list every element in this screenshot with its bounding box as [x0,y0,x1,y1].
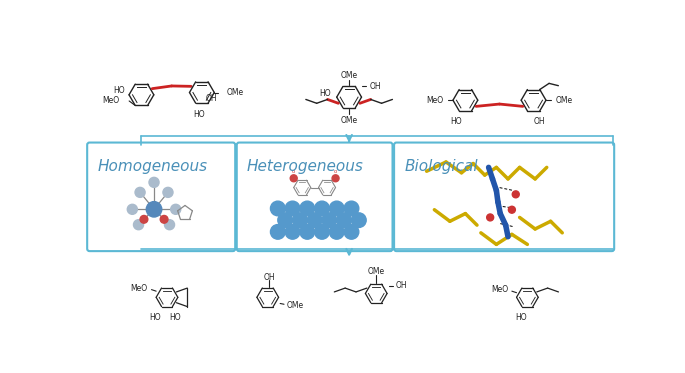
Text: MeO: MeO [103,96,120,105]
Circle shape [140,216,148,223]
Circle shape [512,191,519,198]
Circle shape [332,175,339,182]
Text: HO: HO [169,313,181,322]
Text: o: o [334,169,337,174]
Circle shape [351,213,366,228]
Text: MeO: MeO [131,283,148,292]
Circle shape [147,202,162,217]
Circle shape [134,220,144,230]
Text: Homogeneous: Homogeneous [97,159,208,174]
Circle shape [278,213,292,228]
Text: OMe: OMe [556,96,573,105]
Text: OMe: OMe [368,267,385,276]
Text: OMe: OMe [286,301,303,310]
Circle shape [164,220,175,230]
Text: OH: OH [396,281,408,290]
Text: OMe: OMe [340,116,358,125]
Text: OH: OH [206,94,217,103]
Circle shape [329,201,344,216]
Text: OMe: OMe [340,71,358,80]
Text: Heterogeneous: Heterogeneous [247,159,364,174]
FancyBboxPatch shape [237,142,393,251]
Text: Biological: Biological [404,159,477,174]
Circle shape [344,201,359,216]
Text: OMe: OMe [227,88,244,97]
Text: OH: OH [370,82,382,91]
Circle shape [329,225,344,239]
Text: MeO: MeO [491,285,508,294]
Circle shape [160,216,168,223]
Circle shape [508,206,515,213]
FancyBboxPatch shape [394,142,614,251]
Circle shape [344,225,359,239]
Circle shape [486,214,494,221]
Circle shape [127,204,138,214]
Text: HO: HO [193,110,205,119]
Circle shape [290,175,297,182]
Text: HO: HO [319,89,331,98]
Circle shape [135,187,145,197]
Circle shape [171,204,181,214]
Text: HO: HO [149,313,161,322]
FancyBboxPatch shape [87,142,235,251]
Text: MeO: MeO [427,96,444,105]
Circle shape [337,213,351,228]
Circle shape [314,225,329,239]
Circle shape [149,177,159,187]
Circle shape [300,225,314,239]
Circle shape [285,225,300,239]
Text: HO: HO [450,117,462,126]
Text: HO: HO [113,87,125,95]
Circle shape [292,213,308,228]
Circle shape [308,213,322,228]
Text: HO: HO [515,313,527,322]
Text: o: o [292,169,295,174]
Circle shape [271,225,285,239]
Circle shape [322,213,337,228]
Circle shape [163,187,173,197]
Circle shape [300,201,314,216]
Circle shape [314,201,329,216]
Text: OH: OH [264,273,275,282]
Text: OH: OH [534,117,545,126]
Circle shape [271,201,285,216]
Circle shape [285,201,300,216]
